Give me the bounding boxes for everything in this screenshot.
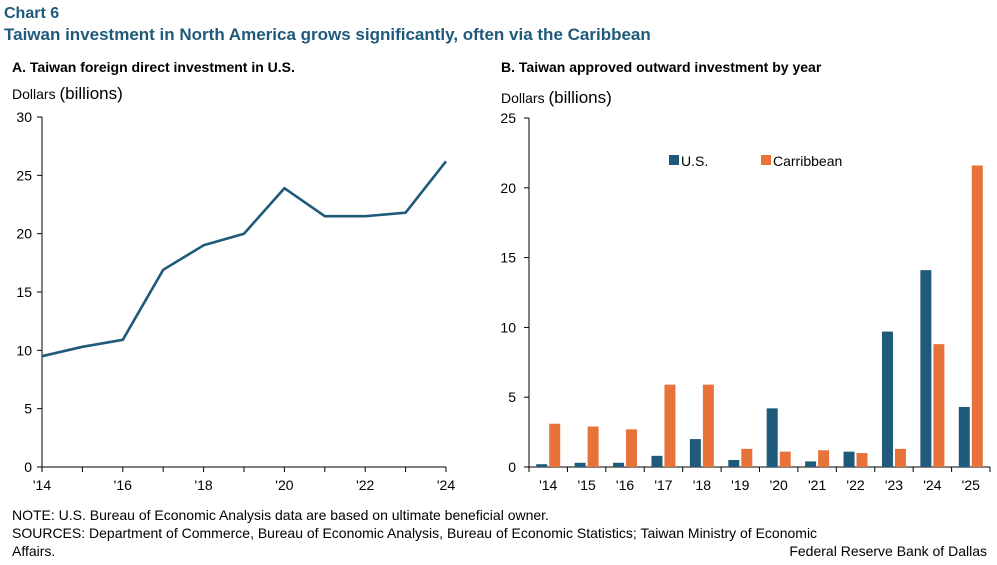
- panel-b-bar-caribbean: [894, 448, 906, 467]
- panel-b-x-tick-label: '25: [962, 477, 980, 493]
- panel-b-title: B. Taiwan approved outward investment by…: [501, 59, 822, 75]
- legend-swatch-caribbean: [761, 155, 771, 165]
- panel-b-bar-us: [843, 451, 855, 467]
- panel-a-y-tick-label: 0: [24, 459, 32, 475]
- panel-b-bar-caribbean: [779, 451, 791, 467]
- panel-b-unit-dollars: Dollars: [501, 90, 545, 106]
- panel-b-y-tick-label: 20: [500, 180, 516, 196]
- legend-label-caribbean: Carribbean: [773, 153, 842, 169]
- panel-a-unit-dollars: Dollars: [12, 86, 56, 102]
- panel-a-unit-label: Dollars (billions): [12, 84, 123, 104]
- panel-b-bar-us: [728, 460, 740, 467]
- panel-a-x-tick-label: '24: [437, 477, 455, 493]
- panel-b-bar-caribbean: [971, 165, 983, 468]
- panel-b-unit-billions: (billions): [548, 88, 612, 107]
- panel-b-bar-chart: 0 5 10 15 20 25 '14 '15 '16 '17 '18 '19 '20 '21 '22 '23…: [500, 110, 991, 493]
- panel-a-x-tick-label: '22: [356, 477, 374, 493]
- legend-swatch-us: [669, 155, 679, 165]
- panel-b-y-tick-label: 10: [500, 319, 516, 335]
- panel-b-bar-us: [805, 461, 817, 467]
- panel-b-bar-us: [574, 462, 586, 467]
- panel-b-x-tick-label: '17: [654, 477, 672, 493]
- panel-b-bar-caribbean: [702, 384, 714, 467]
- panel-b-bar-us: [651, 455, 663, 467]
- panel-b-x-tick-label: '21: [808, 477, 826, 493]
- panel-b-bar-us: [881, 331, 893, 467]
- panel-a-y-tick-label: 5: [24, 401, 32, 417]
- panel-a-y-tick-label: 20: [16, 226, 32, 242]
- panel-b-bar-caribbean: [549, 423, 561, 467]
- panel-b-x-tick-label: '22: [846, 477, 864, 493]
- panel-b-x-tick-label: '20: [770, 477, 788, 493]
- panel-a-unit-billions: (billions): [59, 84, 123, 103]
- panel-b-bar-caribbean: [587, 426, 599, 467]
- panel-b-x-tick-label: '18: [693, 477, 711, 493]
- panel-b-bar-caribbean: [664, 384, 676, 467]
- panel-b-y-tick-label: 15: [500, 250, 516, 266]
- panel-b-unit-label: Dollars (billions): [501, 88, 612, 108]
- panel-a-x-tick-label: '20: [275, 477, 293, 493]
- panel-a-y-tick-label: 15: [16, 284, 32, 300]
- credit: Federal Reserve Bank of Dallas: [789, 543, 987, 559]
- panel-a-y-tick-label: 10: [16, 342, 32, 358]
- panel-b-y-tick-label: 25: [500, 110, 516, 126]
- panel-b-x-tick-label: '16: [616, 477, 634, 493]
- panel-a-x-tick-label: '14: [33, 477, 51, 493]
- panel-b-bar-us: [920, 270, 932, 467]
- panel-b-bar-caribbean: [856, 453, 868, 467]
- panel-b-x-tick-label: '14: [539, 477, 557, 493]
- panel-b-x-tick-label: '23: [885, 477, 903, 493]
- sources-line-1: SOURCES: Department of Commerce, Bureau …: [12, 525, 818, 541]
- panel-a-title: A. Taiwan foreign direct investment in U…: [12, 59, 295, 75]
- panel-b-x-tick-label: '15: [578, 477, 596, 493]
- panel-b-x-tick-label: '19: [731, 477, 749, 493]
- chart-label: Chart 6: [4, 5, 60, 22]
- panel-a-y-tick-label: 30: [16, 109, 32, 125]
- panel-b-bar-us: [689, 439, 701, 467]
- panel-a-x-tick-label: '18: [194, 477, 212, 493]
- panel-b-y-tick-label: 5: [508, 389, 516, 405]
- panel-a-x-tick-label: '16: [114, 477, 132, 493]
- sources-line-2: Affairs.: [12, 543, 56, 559]
- panel-b-x-tick-label: '24: [923, 477, 941, 493]
- panel-b-bar-caribbean: [626, 429, 638, 467]
- panel-b-bar-us: [536, 464, 548, 467]
- panel-b-bar-us: [958, 406, 970, 467]
- panel-a-series-line: [41, 160, 448, 358]
- chart-title: Taiwan investment in North America grows…: [4, 25, 651, 44]
- panel-b-y-tick-label: 0: [508, 459, 516, 475]
- panel-b-bar-caribbean: [933, 344, 945, 467]
- panel-b-bar-us: [613, 462, 625, 467]
- panel-b-bar-caribbean: [741, 448, 753, 467]
- footnote: NOTE: U.S. Bureau of Economic Analysis d…: [12, 507, 549, 523]
- panel-b-bar-caribbean: [818, 450, 830, 467]
- panel-b-bar-us: [766, 408, 778, 467]
- legend-label-us: U.S.: [681, 153, 708, 169]
- panel-a-y-tick-label: 25: [16, 167, 32, 183]
- panel-a-line-chart: 0 5 10 15 20 25 30 '14 '16 '18 '20 '22 '24: [16, 109, 455, 493]
